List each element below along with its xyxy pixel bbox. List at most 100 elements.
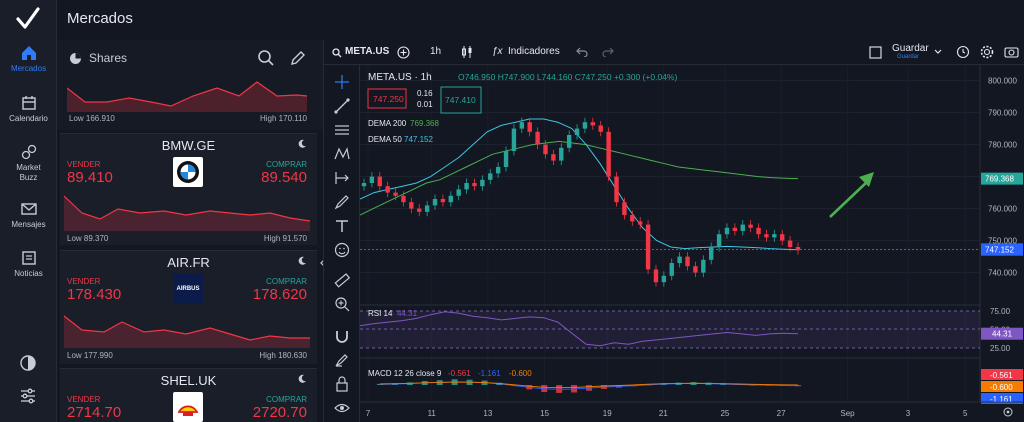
macd-badge [981, 369, 1023, 380]
airbus-logo-text: AIRBUS [176, 286, 200, 292]
buy-price-box[interactable] [440, 86, 482, 114]
save-button[interactable]: Guardar [892, 43, 929, 54]
undo-icon[interactable] [576, 47, 588, 57]
candle-body [795, 247, 801, 251]
interval-button[interactable]: 1h [430, 46, 442, 57]
market-card-airbus[interactable]: AIR.FR VENDER COMPRAR 178.430 178.620 AI… [60, 250, 317, 364]
nav-item-noticias[interactable]: Noticias [0, 249, 57, 278]
text-icon[interactable] [333, 217, 351, 235]
indicators-button[interactable]: Indicadores [508, 46, 560, 57]
chevron-down-icon[interactable] [934, 49, 942, 55]
fx-icon[interactable]: ƒx [492, 46, 503, 57]
layout-icon[interactable] [869, 46, 882, 59]
rsi-badge-label: 44.31 [992, 330, 1013, 339]
candle-body [756, 227, 761, 235]
time-tick-label: 5 [963, 409, 968, 418]
candle-body [637, 221, 643, 225]
camera-icon[interactable] [1004, 45, 1019, 59]
chart-legend: META.US · 1h O746.950 H747.900 L744.160 … [367, 72, 677, 144]
candle-type-icon[interactable] [461, 45, 473, 59]
brush-icon[interactable] [333, 193, 351, 211]
rsi-label: RSI 14 [368, 309, 393, 318]
candle-body [622, 202, 627, 215]
measure-icon[interactable] [333, 169, 351, 187]
buy-price[interactable]: 89.540 [261, 169, 307, 186]
card-high: High 180.630 [259, 351, 307, 360]
news-icon [21, 251, 36, 265]
dema200-path [360, 140, 799, 216]
sell-price[interactable]: 89.410 [67, 169, 113, 186]
eye-icon[interactable] [333, 399, 351, 417]
candle-body [361, 183, 367, 187]
rsi-path [360, 311, 799, 347]
macd-value-1: -0.561 [448, 369, 471, 378]
sell-price-box[interactable] [367, 88, 407, 109]
moon-icon [298, 139, 306, 148]
rsi-line [360, 311, 799, 347]
chart-symbol[interactable]: META.US [345, 46, 390, 57]
settings-sliders-icon[interactable] [19, 387, 37, 405]
candle-body [424, 205, 430, 212]
crosshair-icon[interactable] [333, 73, 351, 91]
dema50-line [360, 118, 799, 251]
candle-body [740, 224, 745, 231]
sell-price[interactable]: 2714.70 [67, 404, 122, 421]
time-tick-label: 27 [777, 409, 786, 418]
buy-label: COMPRAR [266, 277, 307, 286]
edit-pencil-icon[interactable] [289, 49, 307, 67]
macd-badge-label: -1.161 [990, 395, 1013, 404]
market-card-bmw[interactable]: BMW.GE VENDER COMPRAR 89.410 89.540 Low … [60, 133, 317, 245]
airbus-sparkline [63, 315, 310, 348]
shares-sparkline [67, 81, 308, 112]
candle-body [772, 234, 777, 238]
lock-drawing-icon[interactable] [333, 351, 351, 369]
add-symbol-icon[interactable] [397, 46, 410, 59]
time-tick-label: 3 [906, 409, 911, 418]
ruler-icon[interactable] [333, 271, 351, 289]
shares-card[interactable]: Shares Low 166.910 High 170.110 [57, 40, 323, 130]
candle-body [582, 122, 588, 129]
buy-price[interactable]: 178.620 [252, 286, 307, 303]
candle-body [653, 269, 659, 283]
candle-body [472, 183, 477, 187]
horizontal-lines-icon[interactable] [333, 121, 351, 139]
alert-clock-icon[interactable] [956, 45, 970, 59]
chart-plot[interactable]: 800.000790.000780.000770.000760.000750.0… [360, 65, 1024, 422]
emoji-icon[interactable] [333, 241, 351, 259]
sell-label: VENDER [67, 160, 101, 169]
axis-gear-icon[interactable] [1003, 407, 1013, 417]
lock-icon[interactable] [333, 375, 351, 393]
price-tick-label: 800.000 [988, 77, 1017, 86]
theme-toggle-icon[interactable] [19, 354, 37, 372]
nav-item-label: Market Buzz [16, 163, 41, 182]
search-icon[interactable] [257, 49, 275, 67]
trend-line-icon[interactable] [333, 97, 351, 115]
candle-body [787, 240, 793, 247]
nav-item-mensajes[interactable]: Mensajes [0, 200, 57, 229]
nav-item-mercados[interactable]: Mercados [0, 44, 57, 73]
nav-item-calendario[interactable]: Calendario [0, 94, 57, 123]
green-arrow-annotation[interactable] [829, 172, 874, 218]
market-panel: Mercados Shares Low 166.910 High 170.110… [57, 0, 326, 422]
price-tick-label: 790.000 [988, 109, 1017, 118]
market-card-shell[interactable]: SHEL.UK VENDER COMPRAR 2714.70 2720.70 [60, 368, 317, 422]
spread-bottom: 0.01 [417, 100, 433, 109]
candle-body [432, 199, 438, 206]
nav-item-label: Mercados [10, 64, 47, 73]
pattern-icon[interactable] [333, 145, 351, 163]
magnet-icon[interactable] [333, 327, 351, 345]
zoom-in-icon[interactable] [333, 295, 351, 313]
candle-body [369, 176, 375, 183]
candle-body [574, 128, 580, 135]
candle-body [535, 131, 540, 145]
buy-label: COMPRAR [266, 160, 307, 169]
candle-body [543, 144, 548, 155]
candle-body [440, 199, 446, 203]
logo-check-icon[interactable] [14, 6, 42, 32]
nav-item-market-buzz[interactable]: Market Buzz [0, 143, 57, 183]
redo-icon[interactable] [602, 47, 614, 57]
gear-icon[interactable] [980, 45, 994, 59]
search-icon[interactable] [332, 48, 342, 58]
buy-price[interactable]: 2720.70 [252, 404, 307, 421]
sell-price[interactable]: 178.430 [67, 286, 122, 303]
